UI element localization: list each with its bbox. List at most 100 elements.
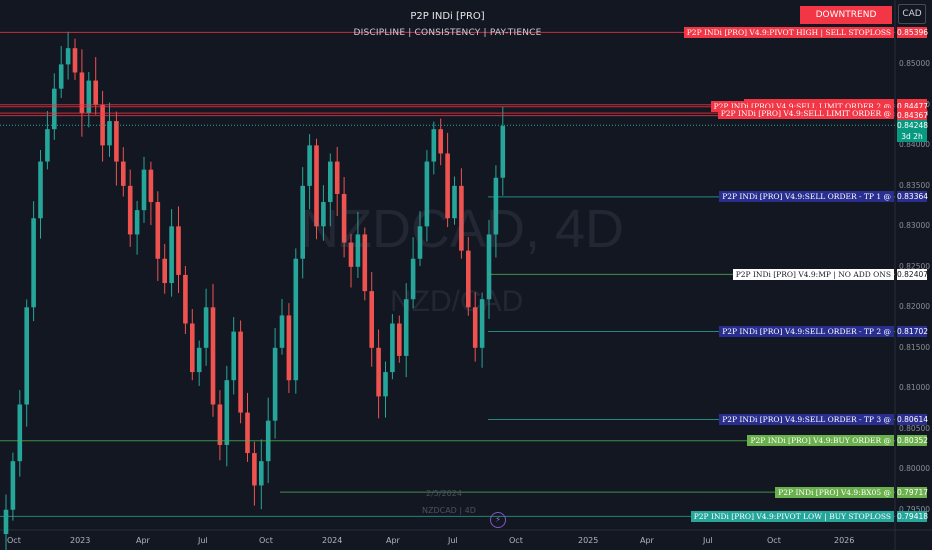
candle-body (493, 177, 499, 235)
candle-body (390, 323, 395, 373)
time-tick: Jul (448, 536, 458, 545)
price-tick: 0.82000 (899, 302, 931, 312)
candle-body (334, 161, 340, 194)
level-price-box: 0.82407 (897, 268, 929, 280)
price-tick: 0.79500 (899, 504, 931, 514)
time-tick: 2023 (70, 536, 91, 545)
level-label: P2P INDi [PRO] V4.9:BX05 @ (775, 486, 894, 498)
indicator-subtitle: DISCIPLINE | CONSISTENCY | PAY-TIENCE (353, 28, 542, 38)
lightning-icon[interactable]: ⚡ (490, 512, 506, 528)
candle-body (52, 88, 57, 130)
level-label: P2P INDi [PRO] V4.9:SELL LIMIT ORDER @ (717, 107, 894, 119)
level-price-box: 0.79717 (897, 486, 929, 498)
candle-body (134, 210, 140, 235)
time-tick: 2024 (322, 536, 343, 545)
countdown-box: 3d 2h (897, 130, 927, 142)
candle-body (238, 331, 243, 413)
price-tick: 0.80000 (899, 464, 931, 474)
candle-body (314, 145, 319, 227)
price-tick: 0.81500 (899, 342, 931, 352)
time-tick: 2026 (834, 536, 855, 545)
candle-body (445, 153, 450, 219)
time-tick: Apr (386, 536, 400, 545)
candle-body (155, 202, 161, 259)
candle-body (383, 372, 388, 397)
candle-body (397, 323, 402, 356)
level-label: P2P INDi [PRO] V4.9:SELL ORDER - TP 2 @ (719, 325, 894, 337)
candle-body (93, 80, 98, 105)
price-tick: 0.84000 (899, 140, 931, 150)
candle-body (369, 291, 374, 348)
candle-body (355, 234, 361, 267)
candle-body (38, 161, 43, 219)
candle-body (307, 145, 312, 186)
candle-body (121, 161, 126, 186)
candle-body (169, 226, 174, 284)
level-price-box: 0.80614 (897, 414, 929, 426)
candle-body (300, 185, 305, 259)
interval-watermark: NZDCAD | 4D (422, 506, 476, 515)
candle-body (486, 234, 492, 300)
candle-body (479, 299, 485, 348)
candle-body (141, 169, 147, 211)
candle-body (279, 315, 285, 348)
pair-watermark: NZD/CAD (390, 285, 524, 318)
level-price-box: 0.84367 (897, 110, 929, 122)
candle-body (24, 307, 29, 405)
level-price-box: 0.84477 (897, 101, 928, 113)
candle-body (328, 161, 333, 203)
price-tick: 0.85000 (899, 59, 931, 69)
candle-body (107, 121, 112, 146)
candle-body (190, 323, 195, 373)
candle-body (272, 347, 278, 421)
time-tick: Oct (767, 536, 781, 545)
candle-body (410, 258, 416, 300)
candle-body (3, 509, 9, 535)
candle-body (259, 461, 264, 486)
time-tick: Oct (259, 536, 273, 545)
level-price-box: 0.79418 (897, 510, 929, 522)
price-tick: 0.81000 (899, 383, 931, 393)
time-tick: 2025 (578, 536, 599, 545)
indicator-title: P2P INDi [PRO] (410, 11, 485, 22)
candle-body (203, 307, 209, 348)
price-tick: 0.82500 (899, 261, 931, 271)
candle-body (65, 48, 71, 65)
price-tick: 0.83000 (899, 221, 931, 231)
candle-body (417, 226, 423, 259)
candle-body (183, 274, 188, 324)
candle-body (293, 258, 299, 381)
candle-body (86, 80, 92, 113)
candle-body (403, 299, 409, 356)
level-price-box: 0.85396 (897, 26, 929, 38)
candle-body (79, 72, 85, 113)
price-tick: 0.80500 (899, 423, 931, 433)
level-label: P2P INDi [PRO] V4.9:SELL ORDER - TP 1 @ (719, 191, 894, 203)
candle-body (472, 307, 478, 348)
candle-body (162, 258, 167, 284)
candle-body (245, 412, 250, 454)
time-tick: Jul (198, 536, 208, 545)
candle-body (348, 242, 354, 267)
candle-body (114, 121, 119, 162)
level-price-box: 0.81702 (897, 325, 929, 337)
time-tick: Apr (640, 536, 654, 545)
candle-body (196, 347, 202, 373)
time-tick: Apr (136, 536, 150, 545)
candle-body (217, 404, 223, 445)
last-price-box: 0.84248 (897, 119, 929, 131)
candle-body (210, 307, 216, 405)
time-tick: Oct (7, 536, 21, 545)
currency-button[interactable]: CAD (898, 4, 926, 24)
candle-body (362, 234, 368, 292)
candle-body (72, 48, 78, 73)
price-tick: 0.83500 (899, 180, 931, 190)
level-label: P2P INDi [PRO] V4.9:PIVOT LOW | BUY STOP… (690, 510, 894, 522)
level-label: P2P INDi [PRO] V4.9:SELL LIMIT ORDER 2 @ (710, 101, 894, 113)
level-label: P2P INDi [PRO] V4.9:MP | NO ADD ONS (732, 268, 894, 280)
time-tick: Oct (509, 536, 523, 545)
level-label: P2P INDi [PRO] V4.9:BUY ORDER @ (747, 435, 894, 447)
level-price-box: 0.83364 (897, 191, 929, 203)
candle-body (45, 129, 50, 162)
